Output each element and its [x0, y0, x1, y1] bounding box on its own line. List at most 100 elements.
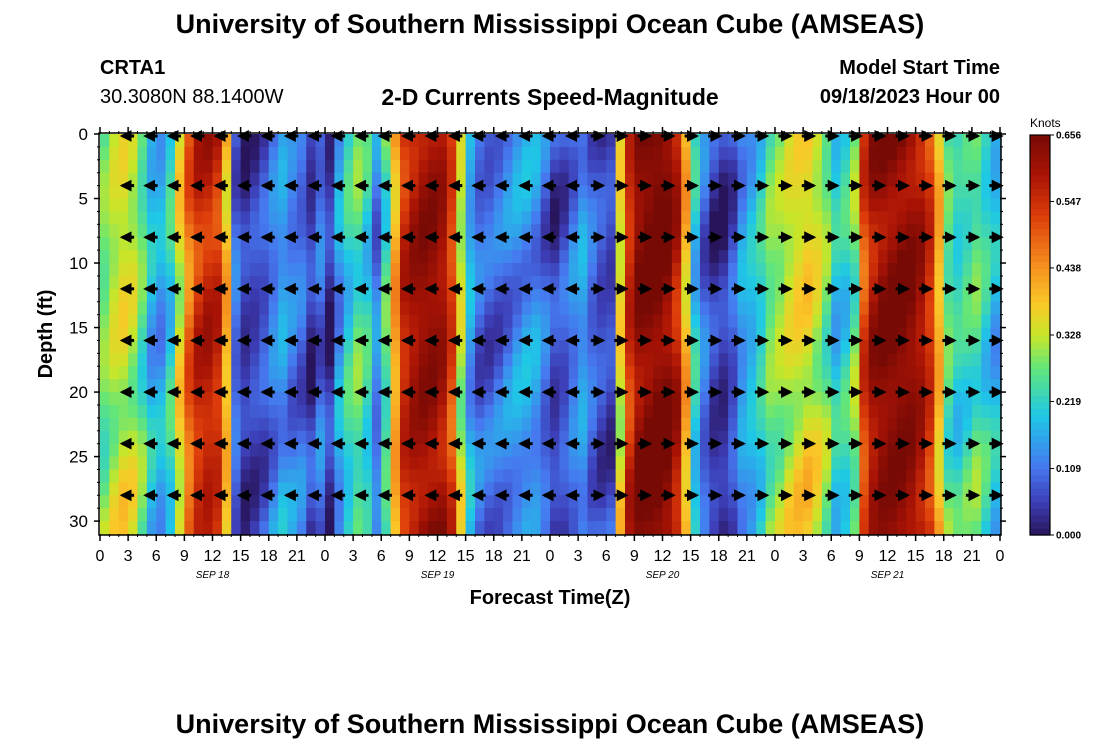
date-label: SEP 19: [421, 570, 455, 581]
heatmap-cell: [793, 392, 804, 406]
heatmap-cell: [681, 301, 692, 316]
heatmap-cell: [606, 443, 617, 458]
heatmap-cell: [325, 237, 335, 251]
heatmap-cell: [306, 263, 317, 277]
heatmap-cell: [784, 314, 795, 329]
heatmap-cell: [775, 146, 785, 161]
heatmap-cell: [128, 237, 139, 251]
heatmap-cell: [643, 159, 654, 174]
heatmap-cell: [765, 456, 776, 471]
heatmap-cell: [896, 198, 907, 213]
heatmap-cell: [746, 146, 757, 161]
heatmap-cell: [165, 146, 176, 161]
heatmap-cell: [418, 521, 429, 535]
heatmap-cell: [728, 404, 739, 419]
heatmap-cell: [690, 353, 701, 367]
heatmap-cell: [718, 495, 729, 509]
heatmap-cell: [859, 314, 870, 329]
heatmap-cell: [343, 159, 354, 174]
colorbar-swatch: [1030, 341, 1050, 349]
heatmap-cell: [896, 327, 907, 342]
heatmap-cell: [671, 301, 682, 316]
heatmap-cell: [475, 340, 485, 354]
heatmap-cell: [606, 379, 617, 393]
heatmap-cell: [578, 508, 589, 522]
heatmap-cell: [137, 198, 148, 213]
heatmap-cell: [990, 521, 1001, 535]
heatmap-cell: [128, 159, 139, 174]
heatmap-cell: [100, 134, 110, 148]
heatmap-cell: [128, 301, 139, 316]
heatmap-cell: [306, 469, 317, 483]
heatmap-cell: [418, 456, 429, 471]
heatmap-cell: [428, 366, 439, 380]
heatmap-cell: [428, 172, 439, 187]
heatmap-cell: [531, 224, 542, 238]
heatmap-cell: [409, 314, 420, 329]
heatmap-cell: [700, 211, 710, 225]
heatmap-cell: [934, 172, 945, 187]
heatmap-cell: [437, 379, 448, 393]
heatmap-cell: [540, 404, 551, 419]
heatmap-cell: [268, 275, 279, 290]
heatmap-cell: [550, 250, 560, 264]
heatmap-cell: [793, 134, 804, 148]
heatmap-cell: [287, 237, 298, 251]
heatmap-cell: [231, 340, 242, 354]
heatmap-cell: [671, 146, 682, 161]
heatmap-cell: [662, 430, 673, 445]
heatmap-cell: [990, 417, 1001, 432]
heatmap-cell: [362, 495, 373, 509]
heatmap-cell: [306, 185, 317, 200]
heatmap-cell: [175, 159, 185, 174]
heatmap-cell: [709, 392, 720, 406]
heatmap-cell: [821, 417, 832, 432]
heatmap-cell: [971, 172, 982, 187]
heatmap-cell: [596, 185, 607, 200]
heatmap-cell: [915, 353, 926, 367]
heatmap-cell: [671, 392, 682, 406]
heatmap-cell: [109, 430, 120, 445]
heatmap-cell: [953, 275, 964, 290]
heatmap-cell: [550, 469, 560, 483]
heatmap-cell: [962, 430, 973, 445]
heatmap-cell: [775, 314, 785, 329]
heatmap-cell: [981, 482, 992, 496]
heatmap-cell: [831, 237, 842, 251]
heatmap-cell: [521, 224, 532, 238]
heatmap-cell: [850, 443, 860, 458]
heatmap-cell: [953, 456, 964, 471]
heatmap-cell: [540, 379, 551, 393]
heatmap-cell: [812, 301, 823, 316]
heatmap-cell: [484, 392, 495, 406]
heatmap-cell: [868, 185, 879, 200]
heatmap-cell: [353, 288, 364, 303]
heatmap-cell: [784, 211, 795, 225]
heatmap-cell: [362, 430, 373, 445]
heatmap-cell: [643, 301, 654, 316]
heatmap-cell: [118, 185, 129, 200]
heatmap-cell: [821, 275, 832, 290]
heatmap-cell: [484, 430, 495, 445]
heatmap-cell: [971, 224, 982, 238]
heatmap-cell: [925, 250, 935, 264]
heatmap-cell: [840, 521, 851, 535]
heatmap-cell: [381, 327, 392, 342]
heatmap-cell: [221, 353, 232, 367]
heatmap-cell: [475, 159, 485, 174]
heatmap-cell: [831, 250, 842, 264]
heatmap-cell: [353, 456, 364, 471]
heatmap-cell: [737, 430, 748, 445]
heatmap-cell: [428, 392, 439, 406]
heatmap-cell: [325, 417, 335, 432]
heatmap-cell: [971, 392, 982, 406]
heatmap-cell: [184, 469, 195, 483]
heatmap-cell: [775, 392, 785, 406]
heatmap-cell: [531, 508, 542, 522]
heatmap-cell: [540, 508, 551, 522]
heatmap-cell: [493, 146, 504, 161]
heatmap-cell: [868, 521, 879, 535]
heatmap-cell: [671, 172, 682, 187]
heatmap-cell: [784, 275, 795, 290]
heatmap-cell: [100, 211, 110, 225]
